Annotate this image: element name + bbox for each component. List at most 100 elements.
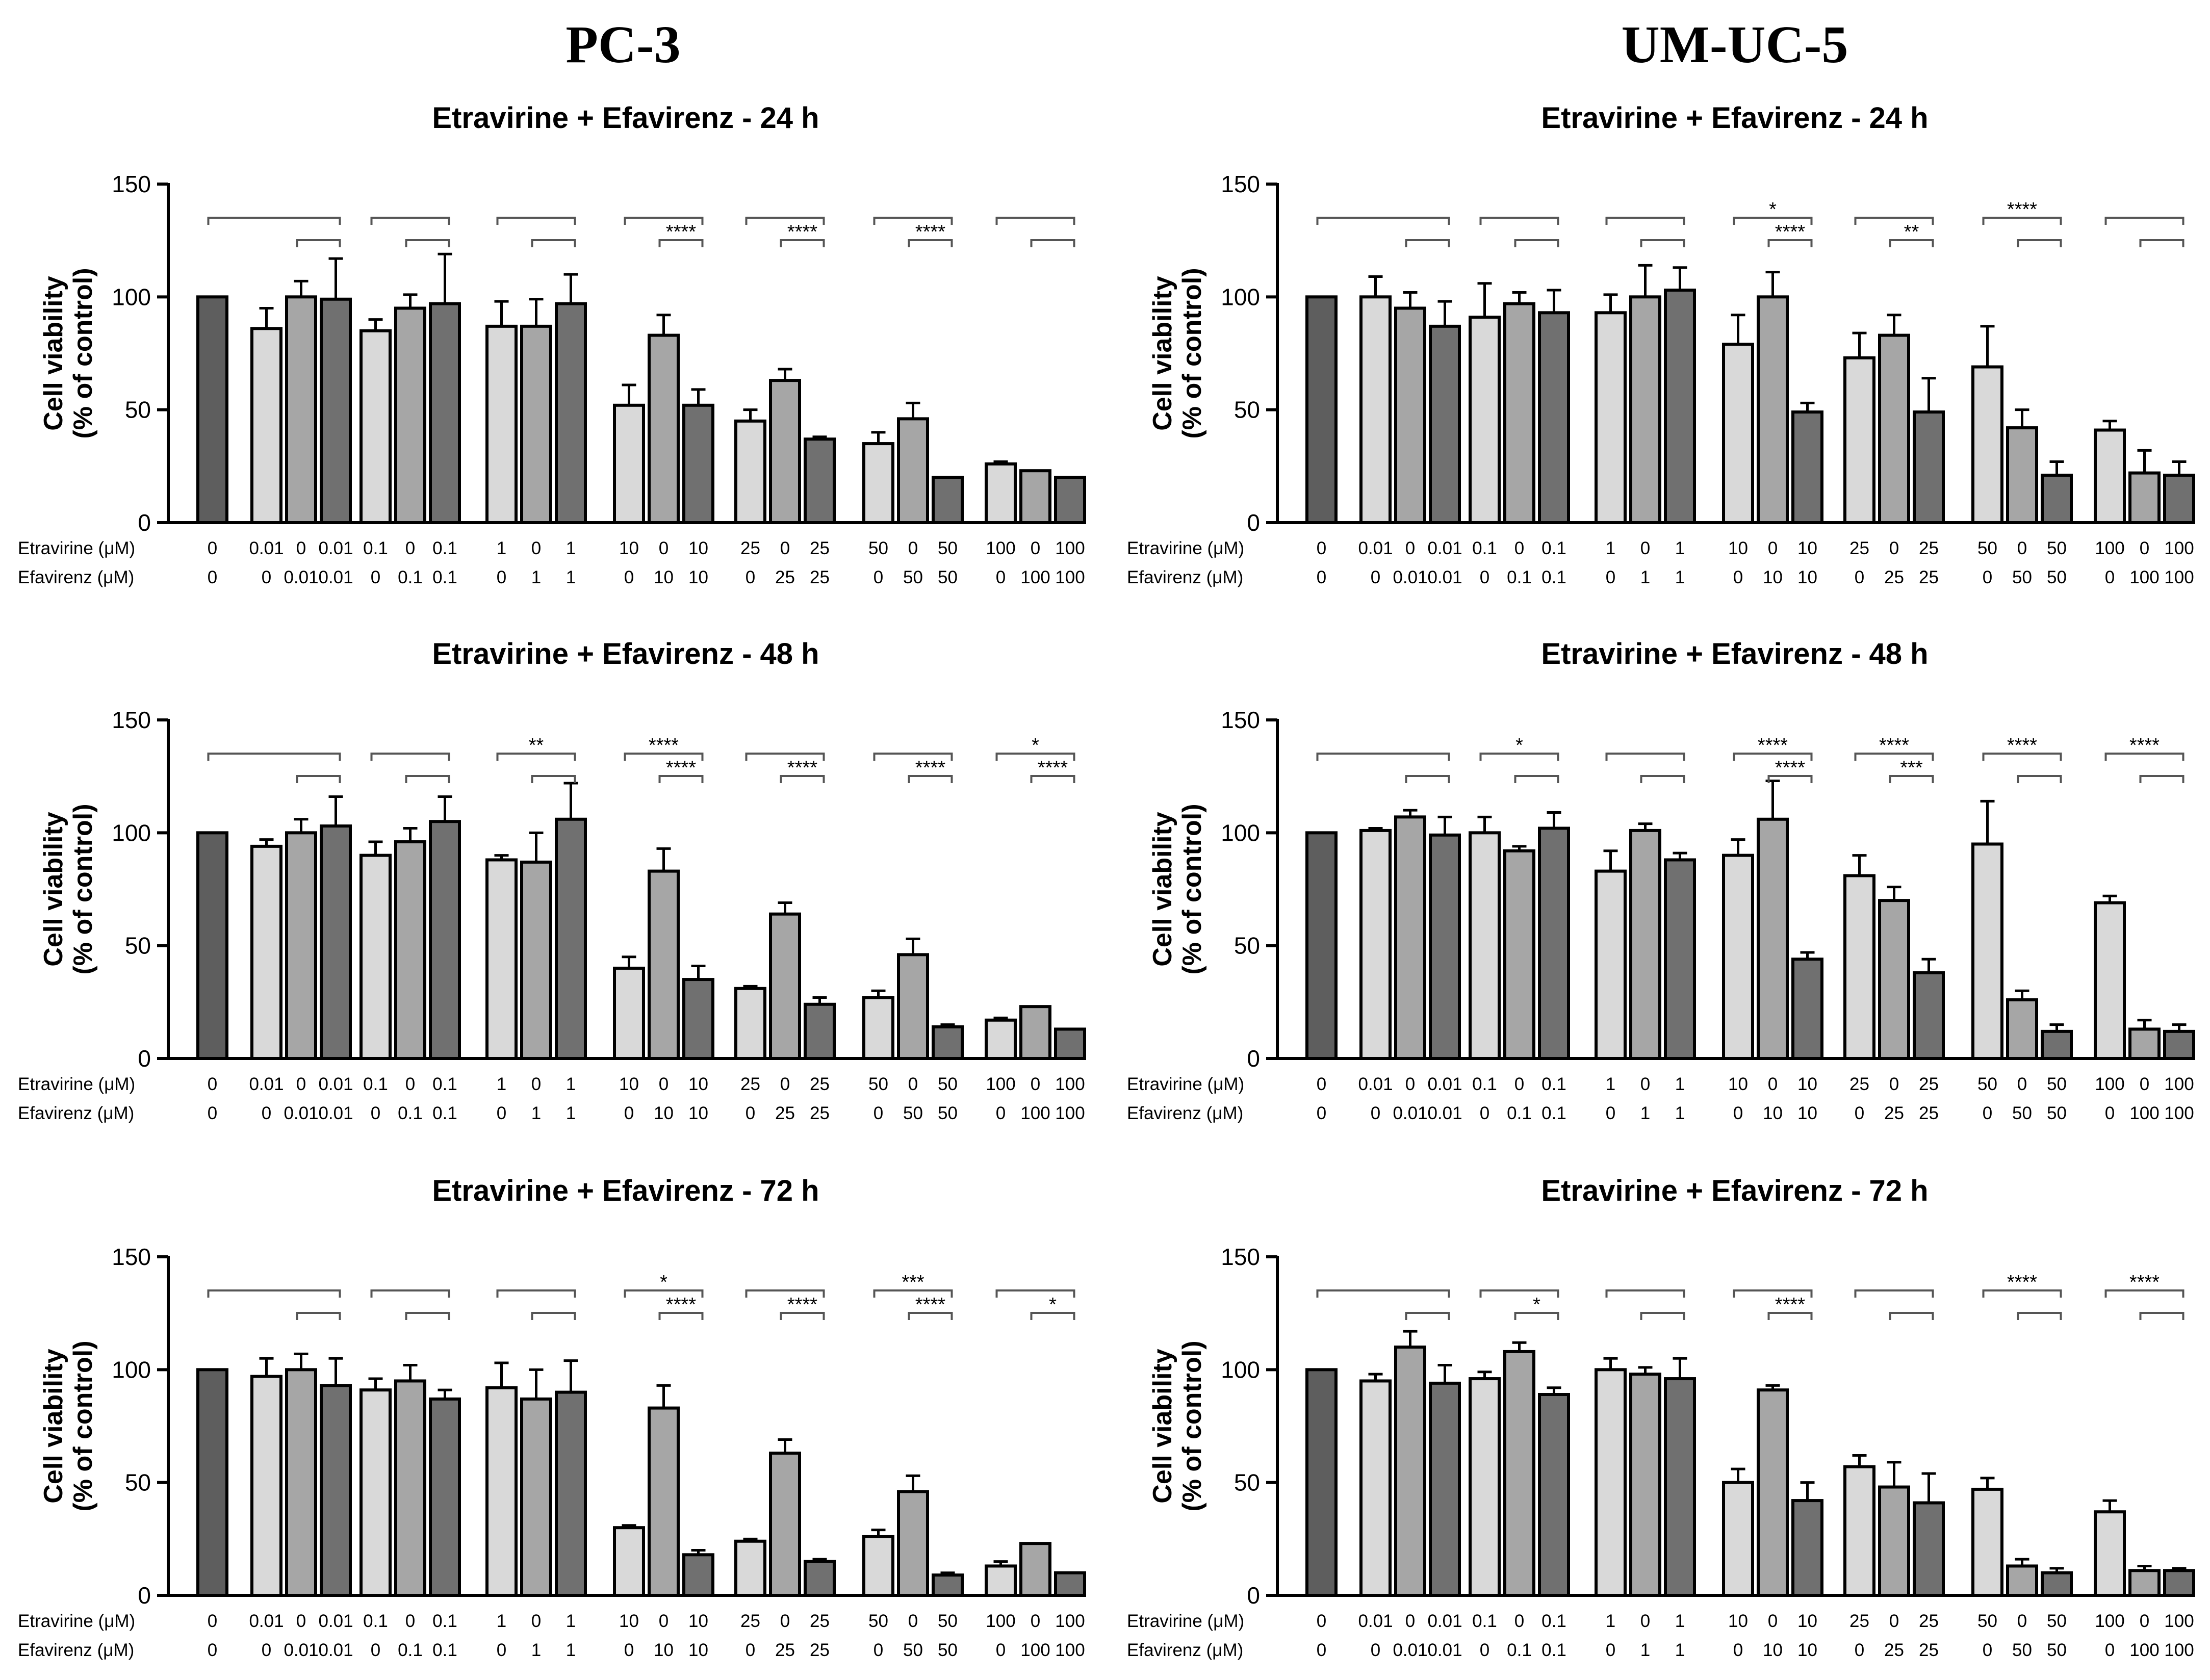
efavirenz-dose-label: 10 bbox=[1797, 567, 1817, 587]
etravirine-dose-label: 0.01 bbox=[1427, 538, 1462, 558]
bar bbox=[2128, 1027, 2161, 1061]
etravirine-dose-label: 0 bbox=[296, 1074, 306, 1094]
etravirine-dose-label: 0 bbox=[208, 1074, 217, 1094]
bar bbox=[1394, 815, 1426, 1060]
etravirine-dose-label: 0 bbox=[1640, 1074, 1650, 1094]
dose-row-label: Efavirenz (μM) bbox=[1127, 567, 1243, 587]
significance-bracket bbox=[2139, 775, 2185, 783]
efavirenz-dose-label: 0 bbox=[996, 1103, 1006, 1123]
etravirine-dose-label: 0 bbox=[531, 1074, 541, 1094]
etravirine-dose-label: 0 bbox=[1514, 1074, 1524, 1094]
bar bbox=[1722, 343, 1754, 524]
significance-stars: **** bbox=[915, 757, 945, 779]
bar bbox=[1469, 1377, 1501, 1597]
significance-bracket bbox=[496, 217, 576, 225]
bar bbox=[1429, 1381, 1461, 1597]
y-tick-label: 100 bbox=[112, 819, 151, 846]
bar bbox=[285, 831, 317, 1061]
bar bbox=[862, 1535, 894, 1597]
dose-row-label: Etravirine (μM) bbox=[1127, 1611, 1244, 1631]
bar bbox=[1913, 971, 1945, 1060]
efavirenz-dose-label: 10 bbox=[1763, 1640, 1783, 1660]
efavirenz-dose-label: 1 bbox=[531, 567, 541, 587]
y-tick-label: 0 bbox=[1247, 1045, 1260, 1072]
chart-panel: Etravirine + Efavirenz - 72 h Cell viabil… bbox=[18, 1174, 1086, 1660]
significance-bracket bbox=[1889, 239, 1934, 247]
bar bbox=[804, 1002, 836, 1061]
significance-bracket bbox=[1316, 753, 1450, 761]
etravirine-dose-label: 1 bbox=[1675, 1074, 1685, 1094]
bar bbox=[2128, 471, 2161, 525]
etravirine-dose-label: 0 bbox=[1640, 1611, 1650, 1631]
significance-stars: ** bbox=[529, 735, 544, 756]
significance-bracket bbox=[1605, 753, 1685, 761]
efavirenz-dose-label: 10 bbox=[1763, 567, 1783, 587]
efavirenz-dose-label: 0 bbox=[262, 1103, 271, 1123]
y-axis-label: Cell viability(% of control) bbox=[1148, 268, 1207, 438]
significance-bracket bbox=[995, 1289, 1075, 1298]
efavirenz-dose-label: 50 bbox=[938, 1103, 958, 1123]
etravirine-dose-label: 10 bbox=[1728, 1074, 1748, 1094]
efavirenz-dose-label: 0 bbox=[497, 1103, 506, 1123]
significance-stars: * bbox=[1032, 735, 1039, 756]
etravirine-dose-label: 0 bbox=[1889, 1074, 1899, 1094]
etravirine-dose-label: 1 bbox=[497, 1074, 506, 1094]
efavirenz-dose-label: 1 bbox=[1675, 1103, 1685, 1123]
significance-bracket bbox=[1514, 239, 1559, 247]
etravirine-dose-label: 10 bbox=[1728, 538, 1748, 558]
etravirine-dose-label: 25 bbox=[740, 1074, 760, 1094]
significance-stars: **** bbox=[2129, 1272, 2160, 1293]
bar bbox=[555, 302, 587, 524]
etravirine-dose-label: 0 bbox=[405, 1611, 415, 1631]
bar bbox=[1054, 1027, 1086, 1061]
bar bbox=[1843, 1465, 1875, 1597]
bar bbox=[1469, 316, 1501, 524]
significance-bracket bbox=[1640, 239, 1685, 247]
etravirine-dose-label: 0.1 bbox=[363, 1611, 388, 1631]
significance-stars: **** bbox=[787, 757, 817, 779]
bar bbox=[1394, 1346, 1426, 1597]
dose-row-label: Efavirenz (μM) bbox=[1127, 1103, 1243, 1123]
bar bbox=[520, 860, 552, 1060]
significance-bracket bbox=[1479, 1289, 1559, 1298]
y-axis-label: Cell viability(% of control) bbox=[1148, 1340, 1207, 1511]
significance-stars: ** bbox=[1904, 221, 1919, 243]
significance-stars: **** bbox=[2007, 735, 2037, 756]
significance-bracket bbox=[2104, 1289, 2185, 1298]
significance-bracket bbox=[1514, 1312, 1559, 1320]
y-axis-label-line: Cell viability bbox=[39, 1349, 68, 1504]
significance-stars: * bbox=[1769, 199, 1777, 220]
significance-bracket bbox=[1405, 1312, 1450, 1320]
y-axis-label-line: (% of control) bbox=[1177, 1340, 1207, 1511]
significance-bracket bbox=[405, 239, 450, 247]
efavirenz-dose-label: 100 bbox=[1055, 567, 1085, 587]
efavirenz-dose-label: 0 bbox=[624, 567, 634, 587]
significance-bracket bbox=[370, 1289, 450, 1298]
bar bbox=[1595, 869, 1627, 1060]
dose-row-label: Etravirine (μM) bbox=[18, 538, 135, 558]
etravirine-dose-label: 0 bbox=[2140, 1611, 2149, 1631]
efavirenz-dose-label: 0 bbox=[1480, 567, 1489, 587]
bar bbox=[250, 844, 282, 1060]
y-tick-label: 0 bbox=[138, 509, 151, 536]
significance-bracket bbox=[1733, 753, 1813, 761]
efavirenz-dose-label: 0 bbox=[1480, 1640, 1489, 1660]
significance-bracket bbox=[207, 217, 341, 225]
efavirenz-dose-label: 0 bbox=[1371, 1103, 1380, 1123]
etravirine-dose-label: 0.1 bbox=[1541, 538, 1566, 558]
significance-bracket bbox=[1030, 1312, 1075, 1320]
bar bbox=[1722, 1481, 1754, 1597]
efavirenz-dose-label: 0 bbox=[746, 567, 755, 587]
etravirine-dose-label: 0.01 bbox=[1358, 1611, 1393, 1631]
y-axis-label-line: (% of control) bbox=[1177, 268, 1207, 438]
etravirine-dose-label: 25 bbox=[1849, 538, 1869, 558]
significance-stars: **** bbox=[649, 735, 679, 756]
etravirine-dose-label: 10 bbox=[688, 1074, 708, 1094]
efavirenz-dose-label: 0 bbox=[996, 1640, 1006, 1660]
bar bbox=[734, 987, 766, 1060]
significance-bracket bbox=[405, 1312, 450, 1320]
bar bbox=[1843, 356, 1875, 524]
efavirenz-dose-label: 1 bbox=[566, 1103, 576, 1123]
bar bbox=[429, 1397, 461, 1597]
efavirenz-dose-label: 0 bbox=[1317, 1640, 1326, 1660]
